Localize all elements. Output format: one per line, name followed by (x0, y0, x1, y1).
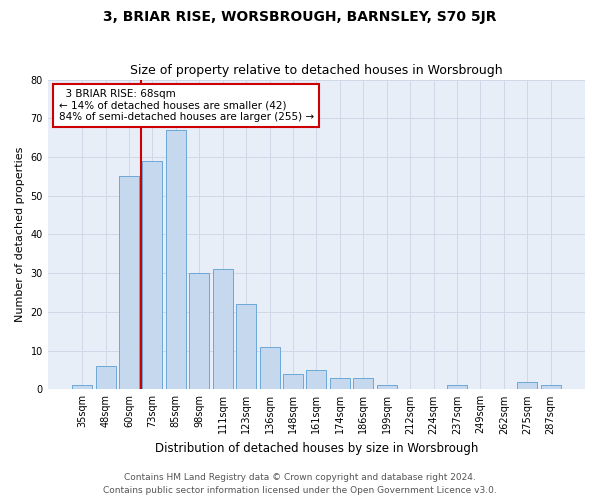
Bar (213, 270, 233, 390)
Text: 3 BRIAR RISE: 68sqm  
← 14% of detached houses are smaller (42)
84% of semi-deta: 3 BRIAR RISE: 68sqm ← 14% of detached ho… (59, 89, 314, 122)
Bar (330, 378, 350, 390)
Bar (190, 273, 209, 390)
Bar (377, 386, 397, 390)
Bar (541, 386, 560, 390)
Bar (72, 386, 92, 390)
Bar (142, 161, 163, 390)
Bar (447, 386, 467, 390)
X-axis label: Distribution of detached houses by size in Worsbrough: Distribution of detached houses by size … (155, 442, 478, 455)
Bar (260, 346, 280, 390)
Bar (166, 130, 186, 390)
Bar (236, 304, 256, 390)
Bar (307, 370, 326, 390)
Bar (283, 374, 303, 390)
Title: Size of property relative to detached houses in Worsbrough: Size of property relative to detached ho… (130, 64, 503, 77)
Text: 3, BRIAR RISE, WORSBROUGH, BARNSLEY, S70 5JR: 3, BRIAR RISE, WORSBROUGH, BARNSLEY, S70… (103, 10, 497, 24)
Y-axis label: Number of detached properties: Number of detached properties (15, 146, 25, 322)
Bar (119, 176, 139, 390)
Bar (517, 382, 537, 390)
Bar (95, 366, 116, 390)
Text: Contains HM Land Registry data © Crown copyright and database right 2024.
Contai: Contains HM Land Registry data © Crown c… (103, 474, 497, 495)
Bar (353, 378, 373, 390)
